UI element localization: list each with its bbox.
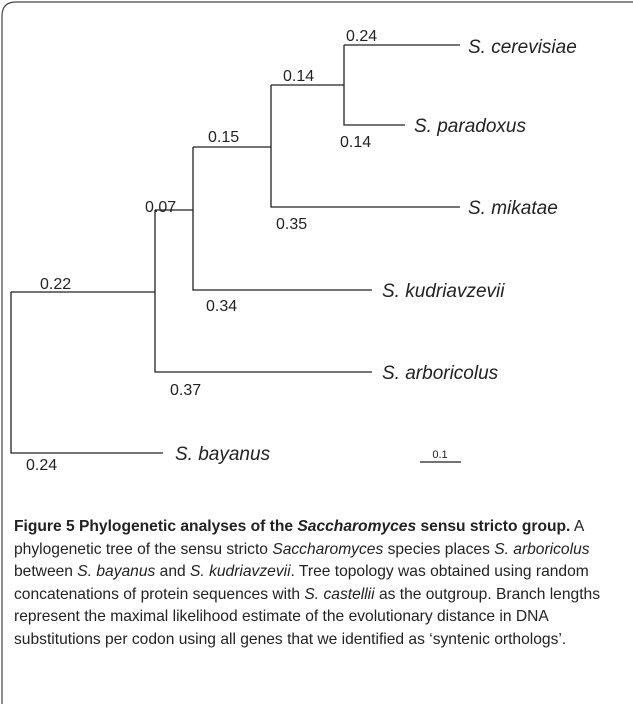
- caption-text: S. arboricolus: [494, 540, 590, 558]
- branch-length: 0.15: [208, 129, 239, 146]
- scale-bar-label: 0.1: [432, 449, 447, 461]
- caption-text: between: [14, 563, 78, 580]
- figure-caption: Figure 5 Phylogenetic analyses of the Sa…: [14, 516, 620, 651]
- branch-length: 0.24: [346, 28, 377, 45]
- caption-text: S. kudriavzevii: [190, 563, 291, 580]
- leaf-label: S. kudriavzevii: [382, 281, 505, 302]
- caption-text: sensu stricto group.: [416, 518, 571, 535]
- caption-text: species places: [383, 540, 495, 558]
- leaf-label: S. bayanus: [175, 444, 271, 465]
- caption-text: Saccharomyces: [297, 518, 417, 535]
- caption-title: Figure 5 Phylogenetic analyses of the Sa…: [14, 518, 570, 535]
- caption-text: . Tree topology was obtained using rando…: [14, 563, 589, 603]
- caption-text: as the outgroup. Branch lengths represen…: [14, 585, 601, 648]
- caption-text: Saccharomyces: [272, 540, 384, 558]
- branch-length: 0.37: [170, 382, 201, 399]
- branch-length: 0.22: [40, 276, 71, 293]
- leaf-label: S. arboricolus: [382, 363, 499, 384]
- branch-length: 0.14: [340, 134, 371, 151]
- leaf-label: S. mikatae: [468, 198, 558, 219]
- branch-length: 0.35: [276, 216, 307, 233]
- caption-text: and: [155, 563, 191, 580]
- leaf-label: S. cerevisiae: [468, 37, 577, 58]
- caption-text: Figure 5 Phylogenetic analyses of the: [14, 518, 298, 535]
- caption-text: A phylogenetic tree of the sensu stricto: [14, 518, 584, 558]
- leaf-label: S. paradoxus: [414, 116, 526, 137]
- branches: [10, 44, 461, 463]
- caption-text: S. bayanus: [77, 563, 156, 580]
- branch-length: 0.14: [283, 68, 314, 85]
- branch-length: 0.24: [26, 457, 57, 474]
- branch-length: 0.34: [206, 298, 237, 315]
- caption-text: S. castellii: [304, 585, 375, 603]
- branch-length: 0.07: [145, 199, 176, 216]
